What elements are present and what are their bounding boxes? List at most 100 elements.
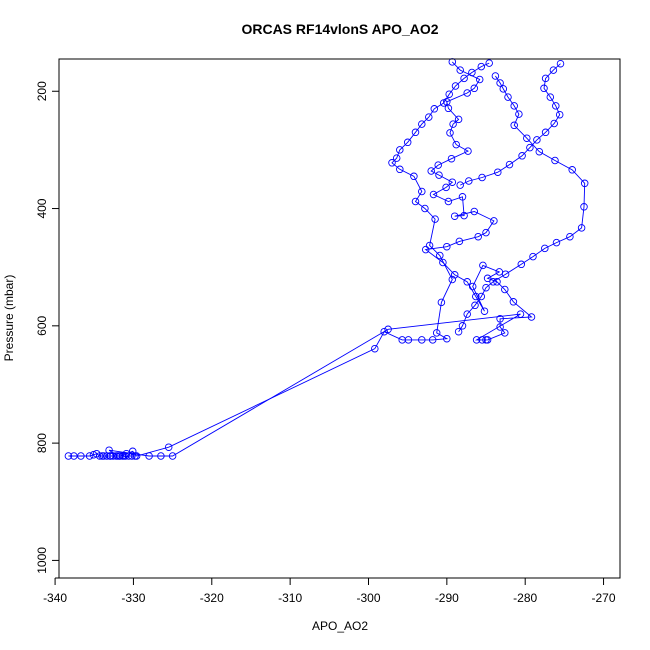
data-point — [443, 334, 451, 343]
data-point — [540, 84, 548, 93]
data-point — [421, 204, 429, 213]
data-point — [77, 452, 85, 460]
y-tick-label: 1000 — [35, 547, 49, 574]
data-point — [392, 154, 401, 162]
data-point — [411, 128, 420, 137]
x-axis: -340 -330 -320 -310 -300 -290 -280 -270 — [43, 577, 616, 605]
data-point — [496, 323, 504, 331]
data-point — [384, 325, 392, 334]
x-tick-label: -290 — [435, 591, 459, 605]
data-point — [460, 211, 468, 220]
data-point — [478, 336, 486, 344]
data-point — [510, 121, 518, 130]
data-point — [556, 59, 565, 68]
data-point — [501, 285, 509, 294]
data-point — [427, 167, 435, 175]
data-point — [456, 181, 464, 189]
data-point — [431, 215, 439, 223]
data-point — [577, 224, 586, 232]
data-point — [527, 313, 536, 321]
data-point — [491, 72, 500, 80]
plot-area — [64, 58, 589, 460]
data-point — [479, 261, 487, 270]
data-point — [396, 165, 404, 174]
y-tick-label: 400 — [35, 198, 49, 218]
data-point — [482, 228, 490, 237]
chart-title: ORCAS RF14vlonS APO_AO2 — [241, 21, 438, 37]
y-tick-label: 600 — [35, 315, 49, 335]
y-tick-label: 800 — [35, 433, 49, 453]
data-point — [518, 152, 526, 160]
data-point — [472, 292, 480, 301]
data-point — [468, 282, 477, 291]
data-point — [430, 105, 439, 113]
data-point — [485, 59, 493, 67]
data-point — [496, 79, 504, 87]
data-point — [411, 197, 420, 206]
data-point — [396, 146, 404, 154]
data-point — [425, 241, 434, 250]
data-point — [448, 275, 457, 284]
data-point — [478, 173, 486, 182]
x-tick-label: -300 — [356, 591, 380, 605]
data-point — [116, 452, 124, 460]
data-point — [510, 102, 518, 110]
data-point — [552, 238, 561, 247]
y-tick-label: 200 — [35, 81, 49, 101]
data-point — [454, 327, 463, 336]
x-tick-label: -340 — [43, 591, 67, 605]
data-point — [505, 160, 514, 169]
data-point — [98, 452, 106, 460]
data-point — [549, 66, 558, 74]
data-point — [465, 177, 473, 185]
data-point — [425, 113, 433, 121]
data-point — [445, 90, 453, 98]
data-point — [157, 452, 165, 460]
data-point — [541, 244, 549, 253]
data-point — [429, 190, 438, 199]
data-point — [472, 336, 481, 344]
data-point — [454, 115, 463, 124]
data-point — [458, 322, 467, 330]
x-tick-label: -280 — [513, 591, 537, 605]
data-point — [517, 260, 526, 269]
data-point — [439, 258, 447, 267]
data-point — [533, 136, 541, 144]
data-point — [446, 129, 454, 137]
data-point — [546, 93, 555, 101]
data-point — [552, 102, 560, 110]
data-point — [436, 251, 444, 260]
y-axis-label: Pressure (mbar) — [2, 275, 16, 362]
data-point — [568, 166, 576, 174]
data-point — [535, 147, 544, 156]
data-point — [106, 452, 115, 460]
data-point — [448, 178, 457, 186]
data-point — [452, 140, 460, 149]
data-point — [418, 120, 426, 128]
data-point — [404, 336, 413, 344]
data-point — [495, 268, 504, 276]
data-point — [450, 271, 459, 279]
data-point — [463, 89, 471, 97]
data-point — [447, 154, 456, 163]
data-point — [551, 156, 559, 165]
data-point — [468, 68, 476, 77]
data-point — [580, 179, 589, 188]
x-tick-label: -330 — [121, 591, 145, 605]
data-point — [443, 242, 451, 251]
data-point — [164, 443, 173, 451]
data-point — [451, 82, 460, 90]
data-point — [470, 207, 479, 216]
data-point — [458, 193, 467, 201]
data-point — [477, 62, 486, 71]
data-point — [483, 336, 492, 344]
data-point — [450, 212, 459, 220]
data-point — [463, 278, 471, 286]
data-point — [371, 344, 379, 353]
data-point — [418, 187, 426, 196]
data-point — [501, 329, 509, 337]
data-point — [122, 449, 131, 458]
series-line-2 — [102, 62, 490, 457]
data-point — [515, 110, 523, 118]
